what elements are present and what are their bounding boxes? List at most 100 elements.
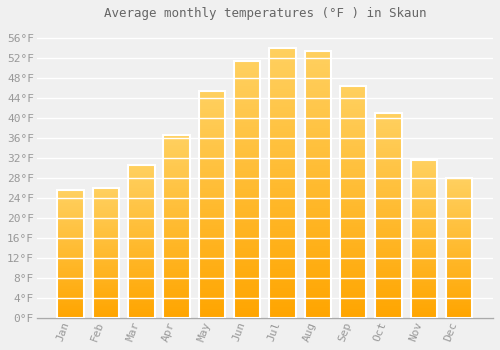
Bar — [375, 121, 402, 123]
Bar — [198, 152, 225, 154]
Bar — [198, 177, 225, 179]
Bar — [58, 271, 84, 272]
Bar — [340, 269, 366, 271]
Bar — [198, 225, 225, 227]
Bar — [410, 258, 437, 260]
Bar — [198, 193, 225, 195]
Bar — [164, 300, 190, 301]
Bar — [340, 299, 366, 302]
Bar — [198, 240, 225, 243]
Bar — [270, 288, 296, 291]
Bar — [164, 219, 190, 221]
Bar — [375, 248, 402, 250]
Bar — [304, 182, 331, 184]
Bar — [58, 250, 84, 252]
Bar — [270, 253, 296, 256]
Bar — [270, 229, 296, 231]
Bar — [410, 226, 437, 228]
Bar — [375, 127, 402, 130]
Bar — [270, 72, 296, 75]
Bar — [234, 282, 260, 285]
Bar — [198, 104, 225, 106]
Bar — [446, 316, 472, 318]
Bar — [270, 202, 296, 204]
Bar — [198, 138, 225, 140]
Bar — [270, 218, 296, 221]
Bar — [234, 135, 260, 138]
Bar — [304, 232, 331, 235]
Bar — [58, 202, 84, 203]
Bar — [375, 234, 402, 236]
Bar — [304, 315, 331, 318]
Bar — [128, 286, 154, 287]
Bar — [93, 201, 120, 202]
Bar — [304, 133, 331, 136]
Bar — [234, 189, 260, 192]
Bar — [340, 123, 366, 125]
Bar — [93, 293, 120, 294]
Bar — [410, 176, 437, 178]
Bar — [270, 277, 296, 280]
Bar — [128, 188, 154, 190]
Bar — [340, 109, 366, 111]
Bar — [234, 148, 260, 150]
Bar — [234, 133, 260, 135]
Bar — [93, 250, 120, 252]
Bar — [128, 176, 154, 178]
Bar — [410, 267, 437, 269]
Bar — [164, 281, 190, 283]
Bar — [375, 301, 402, 303]
Bar — [58, 240, 84, 241]
Bar — [164, 276, 190, 278]
Bar — [340, 278, 366, 281]
Bar — [128, 283, 154, 284]
Bar — [198, 129, 225, 131]
Bar — [93, 265, 120, 266]
Bar — [446, 230, 472, 231]
Bar — [164, 148, 190, 150]
Bar — [270, 280, 296, 283]
Bar — [410, 248, 437, 250]
Bar — [446, 300, 472, 301]
Bar — [234, 292, 260, 295]
Bar — [270, 167, 296, 169]
Bar — [375, 199, 402, 201]
Bar — [446, 181, 472, 182]
Bar — [128, 287, 154, 289]
Bar — [410, 212, 437, 214]
Bar — [340, 253, 366, 255]
Bar — [58, 196, 84, 197]
Bar — [58, 257, 84, 258]
Bar — [164, 164, 190, 167]
Bar — [128, 175, 154, 176]
Bar — [164, 163, 190, 164]
Bar — [128, 292, 154, 293]
Bar — [128, 256, 154, 257]
Bar — [446, 263, 472, 265]
Bar — [234, 253, 260, 256]
Bar — [270, 164, 296, 167]
Bar — [410, 189, 437, 190]
Bar — [234, 223, 260, 225]
Bar — [304, 96, 331, 99]
Bar — [198, 136, 225, 138]
Bar — [446, 202, 472, 203]
Bar — [410, 316, 437, 318]
Bar — [93, 267, 120, 268]
Bar — [58, 262, 84, 263]
Bar — [375, 150, 402, 152]
Bar — [446, 309, 472, 311]
Bar — [198, 236, 225, 238]
Bar — [375, 181, 402, 183]
Bar — [234, 68, 260, 71]
Bar — [340, 113, 366, 116]
Bar — [58, 217, 84, 218]
Bar — [234, 287, 260, 289]
Bar — [164, 150, 190, 152]
Bar — [128, 316, 154, 318]
Bar — [164, 214, 190, 216]
Bar — [375, 152, 402, 154]
Bar — [58, 225, 84, 226]
Bar — [234, 300, 260, 302]
Bar — [340, 85, 366, 318]
